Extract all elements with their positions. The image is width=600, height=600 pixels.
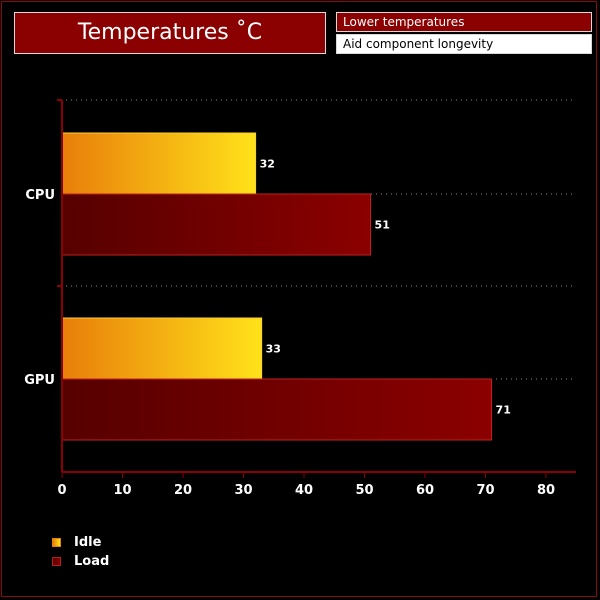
note-lower-temperatures: Lower temperatures	[336, 12, 592, 32]
bar-idle-cpu	[61, 132, 257, 195]
bar-idle-gpu	[61, 317, 263, 380]
x-tick-label-20: 20	[174, 483, 192, 498]
category-label-gpu: GPU	[24, 373, 55, 388]
x-tick-label-80: 80	[537, 483, 555, 498]
x-tick-label-60: 60	[416, 483, 434, 498]
legend-item-idle: Idle	[52, 533, 109, 551]
legend-label-idle: Idle	[74, 534, 102, 550]
data-label-load-cpu: 51	[375, 219, 390, 232]
x-tick-label-70: 70	[476, 483, 494, 498]
legend-swatch-load	[52, 556, 61, 566]
bar-load-cpu	[61, 193, 372, 256]
x-tick-label-0: 0	[57, 483, 66, 498]
x-tick-label-50: 50	[355, 483, 373, 498]
category-label-cpu: CPU	[25, 188, 55, 203]
chart-title: Temperatures ˚C	[14, 12, 326, 54]
legend-label-load: Load	[74, 553, 110, 569]
data-label-load-gpu: 71	[496, 404, 511, 417]
bar-load-gpu	[61, 378, 493, 441]
legend-item-load: Load	[52, 552, 109, 570]
note-aid-component-longevity: Aid component longevity	[336, 34, 592, 54]
x-tick-label-10: 10	[113, 483, 131, 498]
data-label-idle-cpu: 32	[260, 158, 275, 171]
legend-swatch-idle	[52, 537, 61, 547]
data-label-idle-gpu: 33	[266, 343, 281, 356]
x-tick-label-40: 40	[295, 483, 313, 498]
x-tick-label-30: 30	[234, 483, 252, 498]
legend: Idle Load	[52, 533, 109, 571]
